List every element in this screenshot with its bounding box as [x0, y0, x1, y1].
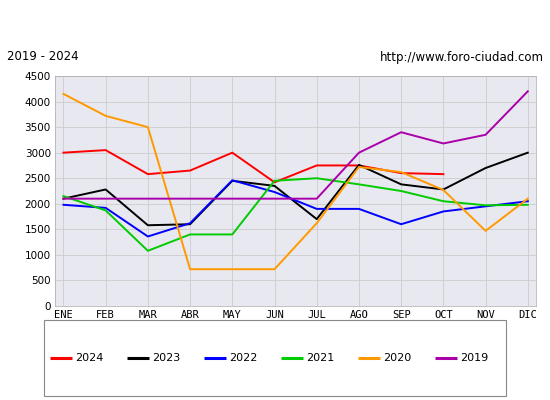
- Text: http://www.foro-ciudad.com: http://www.foro-ciudad.com: [379, 50, 543, 64]
- Text: 2024: 2024: [75, 353, 103, 363]
- Text: 2023: 2023: [152, 353, 180, 363]
- Text: 2020: 2020: [383, 353, 411, 363]
- Text: 2019: 2019: [460, 353, 488, 363]
- Text: 2022: 2022: [229, 353, 257, 363]
- FancyBboxPatch shape: [44, 320, 506, 396]
- Text: 2019 - 2024: 2019 - 2024: [7, 50, 78, 64]
- Text: Evolucion Nº Turistas Nacionales en el municipio de La Carolina: Evolucion Nº Turistas Nacionales en el m…: [42, 14, 508, 28]
- Text: 2021: 2021: [306, 353, 334, 363]
